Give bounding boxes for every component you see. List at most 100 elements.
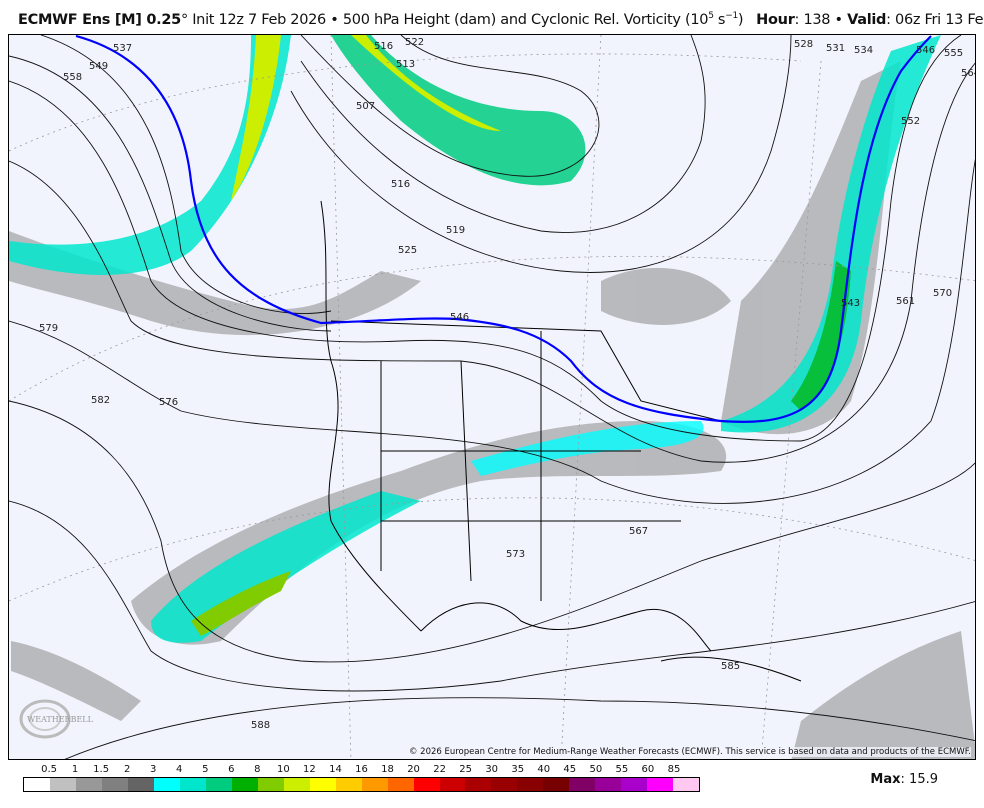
colorbar-cell: [543, 778, 570, 791]
product-name: 500 hPa Height (dam) and Cyclonic Rel. V…: [342, 11, 709, 28]
colorbar-tick: 85: [667, 764, 681, 775]
paren: ): [737, 11, 744, 28]
height-contours: [9, 35, 975, 759]
colorbar-cell: [231, 778, 258, 791]
colorbar-tick: 3: [150, 764, 157, 775]
colorbar-tick: 25: [459, 764, 473, 775]
colorbar-cell: [647, 778, 674, 791]
colorbar-tick: 14: [329, 764, 342, 775]
contour-label: 555: [944, 48, 963, 59]
weather-map: 537 549 558 516 522 513 507 516 519 525 …: [8, 34, 976, 760]
colorbar-tick: 0.5: [41, 764, 57, 775]
colorbar-cell: [127, 778, 154, 791]
colorbar-tick: 30: [485, 764, 499, 775]
colorbar-cell: [569, 778, 596, 791]
unit: s: [713, 11, 726, 28]
colorbar-cell: [24, 778, 50, 791]
contour-label: 570: [933, 288, 952, 299]
contour-546-line: [75, 35, 932, 423]
colorbar-tick: 16: [355, 764, 368, 775]
colorbar-tick: 22: [433, 764, 446, 775]
contour-label: 534: [854, 45, 873, 56]
colorbar-ticks: 0.5 1 1.5 2 3 4 5 6 8 10 12 14 16 18 20 22 25 30 35 40 45 50 5…: [23, 764, 700, 776]
colorbar-cell: [387, 778, 414, 791]
colorbar-tick: 6: [228, 764, 235, 775]
contour-label: 516: [391, 179, 410, 190]
contour-label: 582: [91, 395, 110, 406]
vorticity-color-shading: [9, 35, 941, 643]
init-time: Init 12z 7 Feb 2026: [187, 11, 326, 28]
contour-label: 552: [901, 116, 920, 127]
contour-label: 528: [794, 39, 813, 50]
separator: •: [325, 11, 343, 28]
colorbar-cell: [49, 778, 76, 791]
valid-value: : 06z Fri 13 Feb 2026: [886, 11, 984, 28]
hour-label: Hour: [756, 11, 795, 28]
colorbar: [23, 777, 700, 792]
colorbar-cell: [283, 778, 310, 791]
colorbar-tick: 1: [71, 764, 79, 775]
colorbar-tick: 18: [381, 764, 394, 775]
degree: °: [180, 11, 188, 28]
exp: 5: [708, 11, 714, 21]
contour-label: 561: [896, 296, 915, 307]
political-borders: [320, 200, 802, 682]
contour-label: 564: [961, 68, 976, 79]
contour-label: 537: [113, 43, 132, 54]
contour-label: 558: [63, 72, 82, 83]
contour-label: 519: [446, 225, 465, 236]
colorbar-cell: [491, 778, 518, 791]
contour-label: 549: [89, 61, 108, 72]
max-number: : 15.9: [900, 772, 938, 787]
colorbar-cell: [439, 778, 466, 791]
colorbar-tick: 55: [615, 764, 629, 775]
svg-text:WEATHERBELL: WEATHERBELL: [27, 715, 94, 724]
valid-label: Valid: [847, 11, 887, 28]
max-label: Max: [870, 772, 901, 787]
contour-label: 585: [721, 661, 740, 672]
colorbar-tick: 8: [254, 764, 261, 775]
weatherbell-logo: WEATHERBELL: [15, 695, 95, 741]
contour-label: 579: [39, 323, 58, 334]
copyright-notice: © 2026 European Centre for Medium-Range …: [408, 747, 971, 757]
model-name: ECMWF Ens [M] 0.25: [18, 11, 181, 28]
colorbar-tick: 5: [202, 764, 209, 775]
contour-label: 543: [841, 298, 860, 309]
colorbar-tick: 50: [589, 764, 603, 775]
colorbar-tick: 10: [277, 764, 290, 775]
contour-label: 576: [159, 397, 178, 408]
map-svg: 537 549 558 516 522 513 507 516 519 525 …: [9, 35, 976, 759]
contour-label: 531: [826, 43, 845, 54]
colorbar-tick: 1.5: [93, 764, 110, 775]
colorbar-cell: [465, 778, 492, 791]
colorbar-cell: [335, 778, 362, 791]
colorbar-cell: [673, 778, 700, 791]
colorbar-tick: 60: [641, 764, 655, 775]
contour-label: 522: [405, 37, 424, 48]
logo-swirl: WEATHERBELL: [19, 699, 94, 739]
contour-label: 573: [506, 549, 525, 560]
colorbar-cell: [101, 778, 128, 791]
colorbar-tick: 12: [303, 764, 316, 775]
contour-label: 513: [396, 59, 415, 70]
unit-exp: −1: [725, 11, 738, 21]
contour-label: 525: [398, 245, 417, 256]
hour-value: : 138: [794, 11, 831, 28]
contour-label: 588: [251, 720, 270, 731]
colorbar-tick: 45: [563, 764, 577, 775]
colorbar-tick: 35: [511, 764, 525, 775]
contour-labels: 537 549 558 516 522 513 507 516 519 525 …: [39, 37, 976, 731]
colorbar-tick: 20: [407, 764, 420, 775]
colorbar-cell: [621, 778, 648, 791]
colorbar-cell: [153, 778, 180, 791]
colorbar-cell: [517, 778, 544, 791]
chart-title: ECMWF Ens [M] 0.25° Init 12z 7 Feb 2026 …: [18, 11, 984, 28]
colorbar-cell: [595, 778, 622, 791]
colorbar-cell: [309, 778, 336, 791]
colorbar-tick: 40: [537, 764, 551, 775]
separator: •: [830, 11, 848, 28]
contour-label: 507: [356, 101, 375, 112]
colorbar-cell: [361, 778, 388, 791]
colorbar-tick: 4: [176, 764, 183, 775]
colorbar-tick: 2: [123, 764, 131, 775]
